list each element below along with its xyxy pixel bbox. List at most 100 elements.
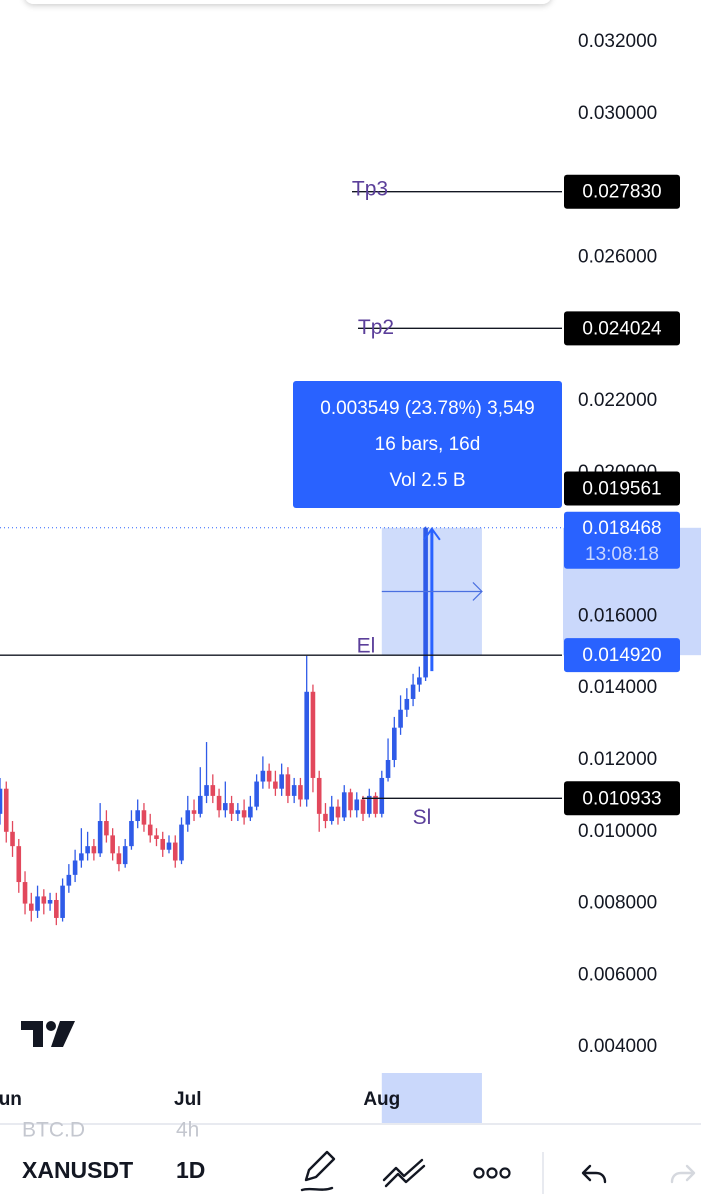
candle-body [147,824,153,836]
candle-body [79,853,84,861]
candle-body [16,846,22,883]
candle-body [223,803,228,811]
y-tick-label: 0.004000 [578,1036,657,1057]
candle-body [179,824,184,861]
candle-body [22,882,28,904]
candle-body [329,806,335,822]
candle-body [41,896,47,904]
line-tools-icon[interactable] [382,1158,426,1188]
y-tick-label: 0.032000 [578,31,657,52]
candle-body [141,810,147,825]
candle-body [235,810,241,814]
candle-body [335,806,341,818]
candle-body [291,785,297,796]
toolbar-symbol[interactable]: XANUSDT [22,1157,133,1183]
y-tick-label: 0.026000 [578,246,657,267]
price-mark-box-label: 0.019561 [582,479,661,500]
measure-tooltip [293,381,562,508]
candle-body [417,677,422,685]
plot-area: Tp3 Tp2 El Sl [0,177,562,926]
candle-body [28,903,34,911]
candle-body [66,874,72,886]
candle-body [129,821,134,847]
candle-body [35,896,40,911]
candle-body [385,759,391,778]
candle-body [392,727,397,760]
measure-arrowhead-h [472,582,483,601]
candle-body [172,842,178,861]
candle-body [166,842,172,850]
candle-body [160,838,166,850]
candle-body [104,821,109,836]
last-price-label: 0.018468 [582,518,661,539]
candle-body [210,785,216,796]
x-tick-label: Jul [174,1089,201,1110]
level-name: El [357,635,376,658]
candle-body [54,900,59,918]
candle-body [91,846,97,854]
more-icon[interactable] [473,1167,511,1179]
candle-body [229,803,234,814]
last-price-countdown: 13:08:18 [585,544,659,565]
candle-body [410,684,416,699]
candle-body [216,795,222,811]
measure-tooltip-line: 16 bars, 16d [375,434,481,455]
candle-body [260,770,266,782]
redo-icon[interactable] [670,1164,696,1184]
x-tick-label: Aug [363,1089,400,1110]
candle-body [279,774,284,789]
candle-body [197,795,203,814]
level-price-box [564,174,680,209]
y-tick-label: 0.016000 [578,605,657,626]
x-tick-label: Jun [0,1089,22,1110]
candle-body [341,792,347,818]
candle-body [110,835,115,854]
level-name: Tp3 [352,177,388,200]
candle-body [379,777,385,814]
toolbar-prev-symbol[interactable]: BTC.D [22,1119,85,1142]
candle-body [316,777,322,814]
candle-body [135,810,140,822]
candle-body [398,709,403,728]
level-price-box-label: 0.014920 [582,645,661,666]
candle-body [72,860,78,875]
y-tick-label: 0.014000 [578,677,657,698]
level-price-box [564,311,680,346]
y-tick-label: 0.012000 [578,749,657,770]
candle-body [373,795,378,814]
candle-body [404,698,410,710]
draw-icon[interactable] [300,1150,336,1192]
price-mark-box [564,471,680,506]
toolbar-prev-interval[interactable]: 4h [176,1119,199,1142]
level-name: Tp2 [358,316,394,339]
last-price-box [564,511,680,569]
candle-body [47,900,53,904]
candle-body [354,799,360,811]
undo-icon[interactable] [581,1164,607,1184]
measure-tooltip-line: Vol 2.5 B [389,470,465,491]
y-tick-label: 0.022000 [578,390,657,411]
toolbar-interval[interactable]: 1D [176,1157,205,1183]
candle-body [116,853,122,865]
candle-body [298,785,303,800]
candle-body [285,774,291,796]
top-card [26,0,550,4]
candle-body [348,792,353,811]
level-price-box-label: 0.027830 [582,182,661,203]
price-boxes: 0.027830 0.024024 0.014920 0.010933 0.019561… [564,174,680,816]
candle-body [0,788,3,814]
measure-time-highlight [381,1073,482,1123]
y-tick-label: 0.006000 [578,964,657,985]
candle-body [60,885,65,918]
candle-body [204,785,209,796]
candle-body [360,799,366,814]
level-price-box [564,638,680,673]
candle-body [273,781,278,789]
y-tick-label: 0.030000 [578,103,657,124]
level-name: Sl [413,806,432,829]
candle-body [85,846,90,854]
candle-body [122,846,128,865]
measure-arrowhead-v [423,527,441,541]
